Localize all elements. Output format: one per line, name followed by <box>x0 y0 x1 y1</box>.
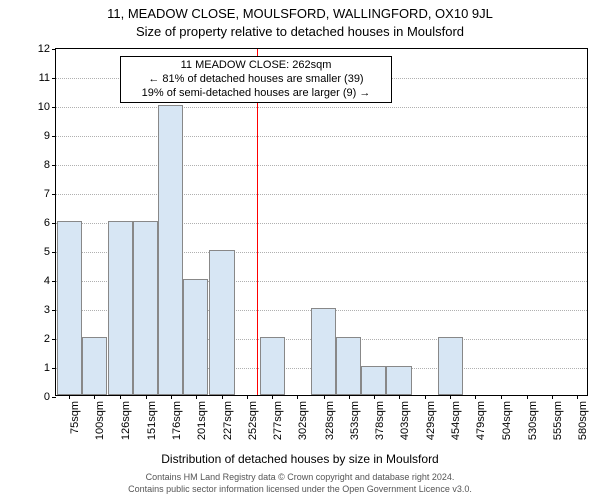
gridline <box>56 107 587 108</box>
x-tick <box>94 395 95 399</box>
histogram-bar <box>438 337 463 395</box>
x-tick <box>120 395 121 399</box>
footer-line-1: Contains HM Land Registry data © Crown c… <box>0 472 600 482</box>
annotation-line: 19% of semi-detached houses are larger (… <box>127 87 385 101</box>
x-tick-label: 454sqm <box>450 401 462 440</box>
histogram-bar <box>183 279 208 395</box>
x-tick-label: 75sqm <box>69 401 81 434</box>
x-tick-label: 302sqm <box>297 401 309 440</box>
histogram-bar <box>158 105 183 395</box>
annotation-box: 11 MEADOW CLOSE: 262sqm← 81% of detached… <box>120 56 392 103</box>
x-tick <box>475 395 476 399</box>
x-tick-label: 580sqm <box>577 401 589 440</box>
histogram-bar <box>386 366 411 395</box>
x-tick <box>196 395 197 399</box>
histogram-bar <box>108 221 133 395</box>
x-tick <box>501 395 502 399</box>
histogram-bar <box>361 366 386 395</box>
y-tick-label: 9 <box>44 130 56 142</box>
chart-container: 11, MEADOW CLOSE, MOULSFORD, WALLINGFORD… <box>0 0 600 500</box>
x-tick <box>552 395 553 399</box>
x-tick-label: 277sqm <box>272 401 284 440</box>
x-tick-label: 504sqm <box>501 401 513 440</box>
gridline <box>56 136 587 137</box>
x-tick-label: 429sqm <box>425 401 437 440</box>
title-line-1: 11, MEADOW CLOSE, MOULSFORD, WALLINGFORD… <box>0 6 600 21</box>
x-tick-label: 378sqm <box>374 401 386 440</box>
x-tick-label: 403sqm <box>399 401 411 440</box>
histogram-bar <box>82 337 107 395</box>
x-tick <box>425 395 426 399</box>
x-tick <box>146 395 147 399</box>
gridline <box>56 194 587 195</box>
y-tick-label: 4 <box>44 275 56 287</box>
x-tick-label: 100sqm <box>94 401 106 440</box>
x-tick <box>222 395 223 399</box>
x-tick <box>374 395 375 399</box>
x-tick-label: 201sqm <box>196 401 208 440</box>
y-tick-label: 2 <box>44 333 56 345</box>
histogram-bar <box>311 308 336 395</box>
x-tick <box>450 395 451 399</box>
x-tick <box>527 395 528 399</box>
x-tick <box>272 395 273 399</box>
y-tick-label: 12 <box>38 43 56 55</box>
histogram-bar <box>57 221 82 395</box>
x-tick-label: 151sqm <box>146 401 158 440</box>
y-tick-label: 10 <box>38 101 56 113</box>
x-tick-label: 530sqm <box>527 401 539 440</box>
y-tick-label: 8 <box>44 159 56 171</box>
annotation-line: ← 81% of detached houses are smaller (39… <box>127 73 385 87</box>
histogram-bar <box>336 337 361 395</box>
histogram-bar <box>209 250 234 395</box>
y-tick-label: 1 <box>44 362 56 374</box>
x-tick <box>247 395 248 399</box>
x-tick-label: 176sqm <box>171 401 183 440</box>
y-tick-label: 7 <box>44 188 56 200</box>
x-tick-label: 555sqm <box>552 401 564 440</box>
y-tick-label: 0 <box>44 391 56 403</box>
x-axis-label: Distribution of detached houses by size … <box>0 452 600 466</box>
title-line-2: Size of property relative to detached ho… <box>0 24 600 39</box>
histogram-bar <box>260 337 285 395</box>
x-tick-label: 328sqm <box>324 401 336 440</box>
histogram-bar <box>133 221 158 395</box>
y-tick-label: 5 <box>44 246 56 258</box>
x-tick <box>297 395 298 399</box>
gridline <box>56 165 587 166</box>
y-tick-label: 6 <box>44 217 56 229</box>
x-tick <box>69 395 70 399</box>
x-tick-label: 252sqm <box>247 401 259 440</box>
x-tick <box>171 395 172 399</box>
x-tick <box>399 395 400 399</box>
annotation-line: 11 MEADOW CLOSE: 262sqm <box>127 59 385 73</box>
x-tick <box>324 395 325 399</box>
x-tick <box>349 395 350 399</box>
x-tick-label: 227sqm <box>222 401 234 440</box>
footer-line-2: Contains public sector information licen… <box>0 484 600 494</box>
x-tick-label: 126sqm <box>120 401 132 440</box>
x-tick-label: 353sqm <box>349 401 361 440</box>
x-tick-label: 479sqm <box>475 401 487 440</box>
x-tick <box>577 395 578 399</box>
y-tick-label: 3 <box>44 304 56 316</box>
y-tick-label: 11 <box>39 72 56 84</box>
